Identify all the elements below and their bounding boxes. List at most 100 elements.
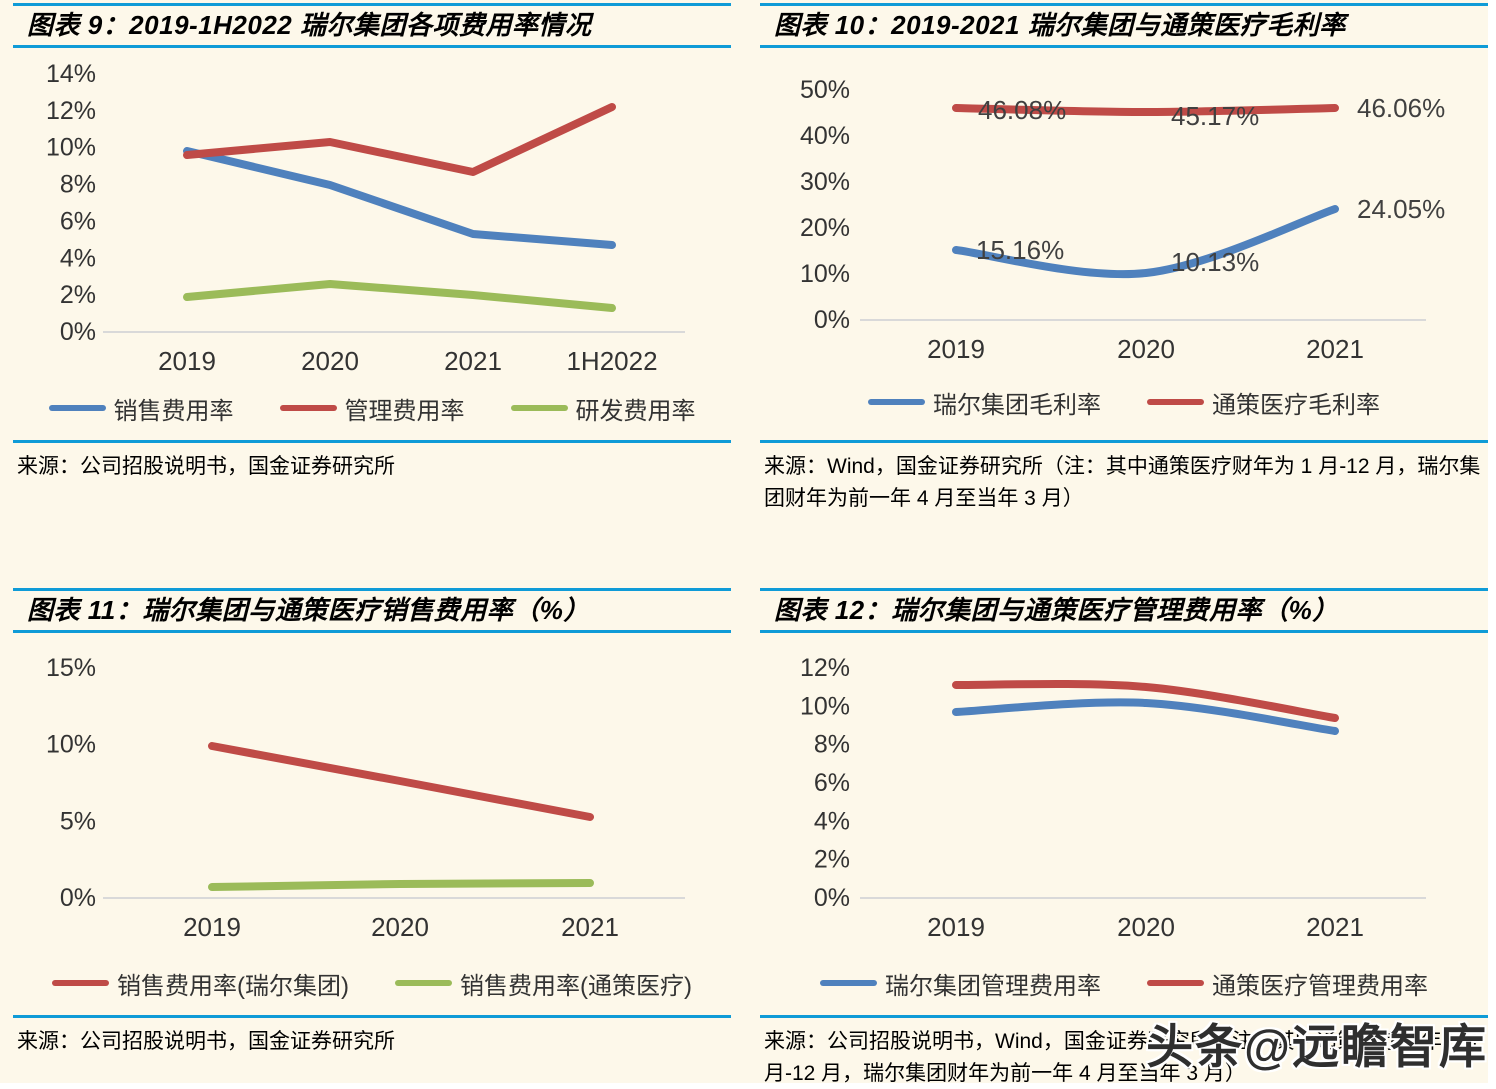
figure-11-title: 图表 11：瑞尔集团与通策医疗销售费用率（%） [13, 588, 731, 633]
series-line [183, 280, 616, 312]
figure-12-plot: 0% 2% 4% 6% 8% 10% 12% 2019 2020 2021 [800, 654, 1426, 942]
data-label: 24.05% [1357, 194, 1445, 224]
legend-item: 销售费用率(瑞尔集团) [52, 966, 349, 1001]
legend-label: 销售费用率(通策医疗) [460, 972, 692, 1000]
legend-swatch [868, 399, 925, 405]
y-axis-tick: 0% [814, 884, 850, 912]
x-axis-tick: 2021 [1306, 334, 1364, 364]
legend-swatch [510, 405, 568, 411]
x-axis-tick: 2019 [927, 912, 985, 942]
figure-11-source: 来源：公司招股说明书，国金证券研究所 [13, 1015, 731, 1058]
x-axis-tick: 2021 [561, 912, 619, 942]
y-axis-tick: 2% [60, 281, 96, 309]
legend-swatch [1147, 980, 1204, 986]
legend-item: 销售费用率(通策医疗) [395, 966, 692, 1001]
y-axis-tick: 12% [800, 654, 850, 682]
legend-item: 研发费用率 [510, 391, 696, 426]
legend-item: 通策医疗毛利率 [1147, 385, 1380, 420]
y-axis-tick: 15% [46, 654, 96, 682]
legend-label: 瑞尔集团管理费用率 [885, 972, 1101, 1000]
y-axis-tick: 10% [800, 692, 850, 720]
figure-10-chart-area: 0% 10% 20% 30% 40% 50% 2019 2020 2021 15.16% 10.13… [760, 52, 1488, 384]
y-axis-tick: 8% [60, 171, 96, 199]
y-axis-tick: 2% [814, 846, 850, 874]
figure-11-plot: 0% 5% 10% 15% 2019 2020 2021 [46, 654, 685, 942]
x-axis-tick: 2019 [927, 334, 985, 364]
legend-item: 瑞尔集团毛利率 [868, 385, 1101, 420]
data-label: 46.08% [978, 95, 1066, 125]
y-axis-tick: 40% [800, 122, 850, 150]
figure-11-legend: 销售费用率(瑞尔集团) 销售费用率(通策医疗) [13, 965, 731, 1001]
watermark: 头条@远瞻智库 [1146, 1020, 1488, 1073]
figure-10-panel: 图表 10：2019-2021 瑞尔集团与通策医疗毛利率 0% 10% 20% 30%… [760, 3, 1488, 514]
legend-swatch [48, 405, 106, 411]
series-line [183, 103, 616, 176]
legend-swatch [1147, 399, 1204, 405]
legend-item: 通策医疗管理费用率 [1147, 966, 1428, 1001]
series-line [208, 879, 594, 891]
x-axis-tick: 2021 [444, 346, 502, 376]
series-line [208, 742, 594, 821]
legend-label: 通策医疗毛利率 [1212, 391, 1380, 419]
x-axis-tick: 2020 [301, 346, 359, 376]
y-axis-tick: 5% [60, 807, 96, 835]
data-label: 10.13% [1171, 247, 1259, 277]
figure-10-source: 来源：Wind，国金证券研究所（注：其中通策医疗财年为 1 月-12 月，瑞尔集… [760, 440, 1488, 514]
y-axis-tick: 20% [800, 214, 850, 242]
y-axis-tick: 10% [46, 731, 96, 759]
figure-12-source: 来源：公司招股说明书，Wind，国金证券研究所（注：其中通策医疗财年为 1 月-… [760, 1015, 1488, 1089]
data-label: 45.17% [1171, 101, 1259, 131]
y-axis-tick: 4% [814, 807, 850, 835]
figure-12-title: 图表 12：瑞尔集团与通策医疗管理费用率（%） [760, 588, 1488, 633]
legend-label: 管理费用率 [344, 397, 465, 425]
legend-item: 销售费用率 [48, 391, 234, 426]
figure-9-legend: 销售费用率 管理费用率 研发费用率 [13, 390, 731, 426]
x-axis-tick: 2019 [158, 346, 216, 376]
figure-9-panel: 图表 9：2019-1H2022 瑞尔集团各项费用率情况 0% 2% 4% 6% 8% 1… [13, 3, 731, 483]
series-line [952, 698, 1339, 735]
y-axis-tick: 0% [814, 306, 850, 334]
legend-item: 瑞尔集团管理费用率 [820, 966, 1101, 1001]
figure-11-panel: 图表 11：瑞尔集团与通策医疗销售费用率（%） 0% 5% 10% 15% 2019 20… [13, 588, 731, 1058]
x-axis-tick: 1H2022 [566, 346, 657, 376]
x-axis-tick: 2020 [371, 912, 429, 942]
x-axis-tick: 2021 [1306, 912, 1364, 942]
legend-label: 销售费用率 [113, 397, 234, 425]
figure-9-chart-area: 0% 2% 4% 6% 8% 10% 12% 14% 2019 2020 2021 1H2022 [13, 52, 731, 390]
legend-swatch [279, 405, 337, 411]
legend-label: 销售费用率(瑞尔集团) [117, 972, 349, 1000]
y-axis-tick: 30% [800, 168, 850, 196]
y-axis-tick: 0% [60, 318, 96, 346]
legend-swatch [395, 980, 452, 986]
legend-swatch [52, 980, 110, 986]
legend-label: 研发费用率 [575, 397, 696, 425]
figure-12-panel: 图表 12：瑞尔集团与通策医疗管理费用率（%） 0% 2% 4% 6% 8% 10% 12%… [760, 588, 1488, 1089]
legend-label: 瑞尔集团毛利率 [933, 391, 1101, 419]
y-axis-tick: 10% [46, 134, 96, 162]
figure-9-plot: 0% 2% 4% 6% 8% 10% 12% 14% 2019 2020 2021 1H2022 [46, 60, 685, 376]
series-line [952, 104, 1339, 116]
figure-9-title: 图表 9：2019-1H2022 瑞尔集团各项费用率情况 [13, 3, 731, 48]
y-axis-tick: 6% [814, 769, 850, 797]
x-axis-tick: 2020 [1117, 912, 1175, 942]
figure-12-legend: 瑞尔集团管理费用率 通策医疗管理费用率 [760, 965, 1488, 1001]
y-axis-tick: 14% [46, 60, 96, 88]
y-axis-tick: 0% [60, 884, 96, 912]
series-line [952, 205, 1339, 279]
data-label: 46.06% [1357, 93, 1445, 123]
legend-label: 通策医疗管理费用率 [1212, 972, 1428, 1000]
y-axis-tick: 12% [46, 97, 96, 125]
data-label: 15.16% [976, 235, 1064, 265]
y-axis-tick: 6% [60, 207, 96, 235]
series-line [952, 679, 1339, 722]
y-axis-tick: 50% [800, 76, 850, 104]
figure-10-plot: 0% 10% 20% 30% 40% 50% 2019 2020 2021 15.16% 10.13… [800, 76, 1445, 364]
legend-item: 管理费用率 [279, 391, 465, 426]
series-line [183, 147, 616, 249]
x-axis-tick: 2020 [1117, 334, 1175, 364]
x-axis-tick: 2019 [183, 912, 241, 942]
figure-10-title: 图表 10：2019-2021 瑞尔集团与通策医疗毛利率 [760, 3, 1488, 48]
y-axis-tick: 8% [814, 731, 850, 759]
legend-swatch [820, 980, 877, 986]
